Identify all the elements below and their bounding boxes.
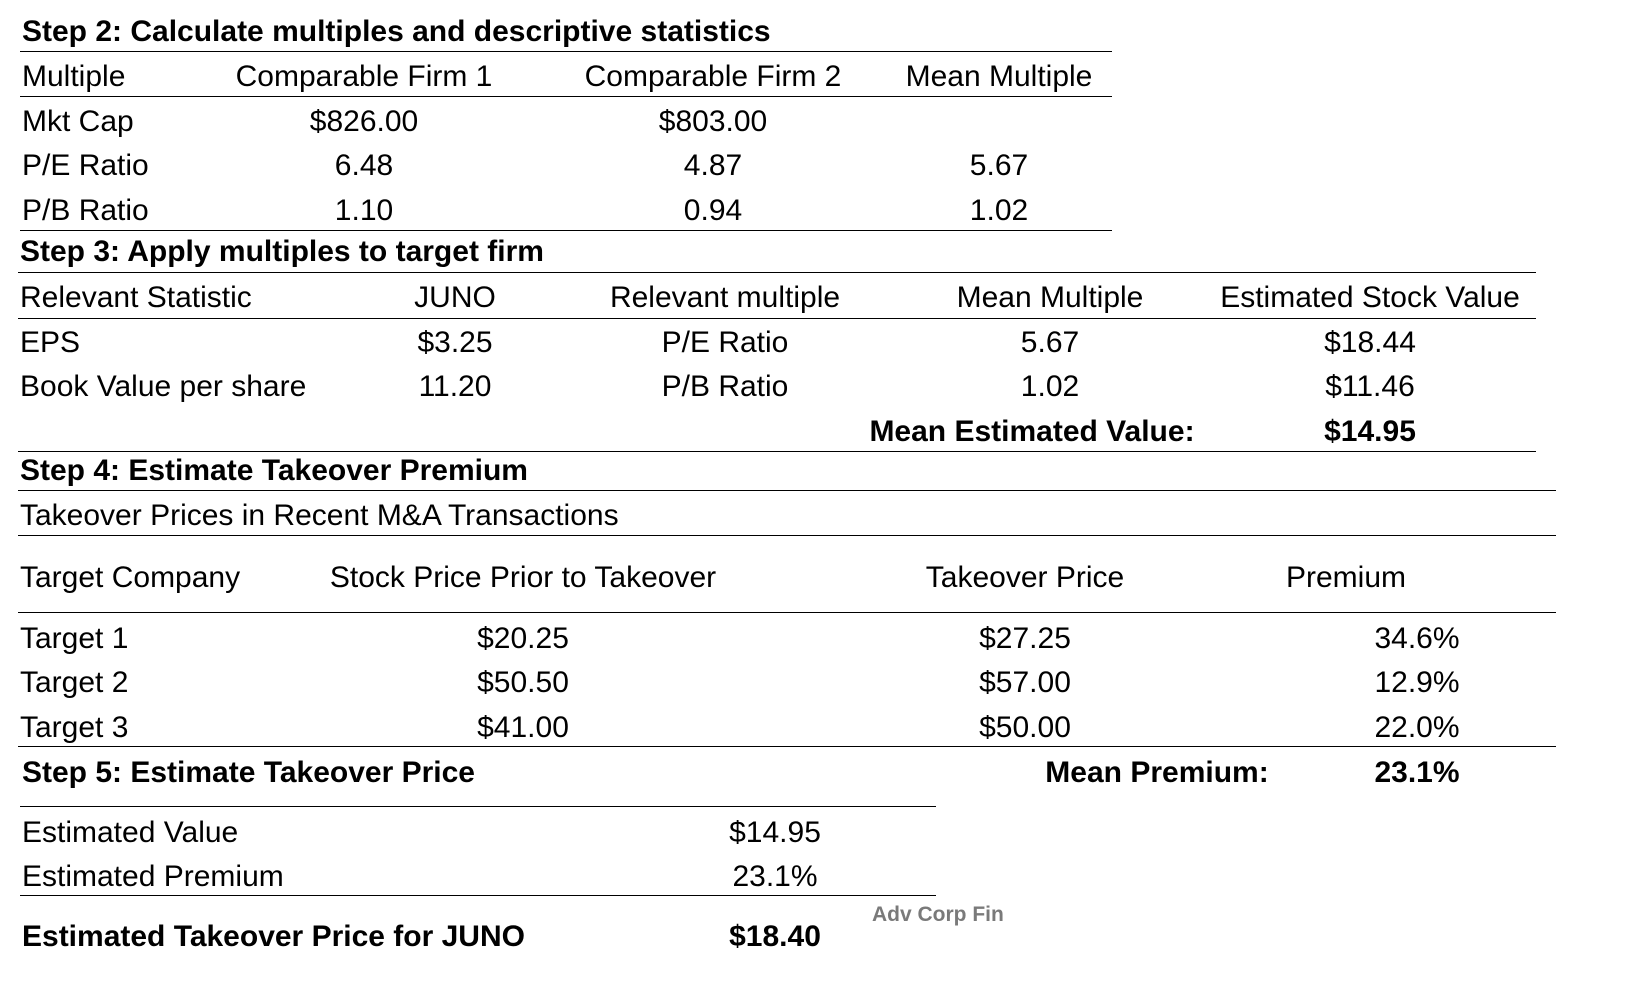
step5-row-label: Estimated Premium — [22, 860, 284, 893]
step5-total-value: $18.40 — [729, 920, 821, 953]
step2-row-label: Mkt Cap — [22, 105, 134, 138]
divider — [18, 746, 1556, 747]
step3-header-statistic: Relevant Statistic — [20, 281, 252, 314]
watermark: Adv Corp Fin — [872, 903, 1004, 926]
step2-header-multiple: Multiple — [22, 60, 126, 93]
step2-cell: $803.00 — [658, 105, 768, 138]
step3-row-label: EPS — [20, 326, 81, 359]
step2-cell: 1.02 — [969, 194, 1029, 227]
step5-cell: $14.95 — [729, 816, 821, 849]
step3-cell: P/E Ratio — [661, 326, 789, 359]
step5-title: Step 5: Estimate Takeover Price — [22, 756, 475, 789]
step3-cell: 1.02 — [1020, 370, 1080, 403]
divider — [18, 490, 1556, 491]
step4-row-label: Target 1 — [20, 622, 129, 655]
step3-header-multiple: Relevant multiple — [609, 281, 841, 314]
step4-cell: $27.25 — [979, 622, 1071, 655]
divider — [18, 451, 1536, 452]
step2-title: Step 2: Calculate multiples and descript… — [22, 15, 771, 48]
step4-row-label: Target 2 — [20, 666, 129, 699]
step3-mean-label: Mean Estimated Value: — [869, 415, 1195, 448]
divider — [20, 230, 1112, 231]
divider — [18, 612, 1556, 613]
step3-cell: 5.67 — [1020, 326, 1080, 359]
step5-row-label: Estimated Value — [22, 816, 239, 849]
divider — [18, 318, 1536, 319]
step3-header-juno: JUNO — [414, 281, 496, 314]
step3-header-estimated: Estimated Stock Value — [1220, 281, 1520, 314]
step5-total-label: Estimated Takeover Price for JUNO — [22, 920, 525, 953]
divider — [18, 272, 1536, 273]
step4-row-label: Target 3 — [20, 711, 129, 744]
step4-header-takeover-price: Takeover Price — [925, 561, 1125, 594]
step4-cell: $57.00 — [979, 666, 1071, 699]
step3-mean-value: $14.95 — [1324, 415, 1416, 448]
step2-cell: 4.87 — [683, 149, 743, 182]
step4-header-premium: Premium — [1285, 561, 1407, 594]
step3-cell: $3.25 — [417, 326, 493, 359]
step3-header-mean: Mean Multiple — [956, 281, 1144, 314]
step4-cell: 34.6% — [1374, 622, 1460, 655]
step4-cell: 22.0% — [1374, 711, 1460, 744]
step4-cell: $41.00 — [477, 711, 569, 744]
step3-cell: P/B Ratio — [661, 370, 789, 403]
step3-cell: $18.44 — [1324, 326, 1416, 359]
step3-cell: 11.20 — [418, 370, 492, 403]
step4-mean-label: Mean Premium: — [1045, 756, 1269, 789]
step4-cell: $50.50 — [477, 666, 569, 699]
divider — [20, 51, 1112, 52]
step4-subtitle: Takeover Prices in Recent M&A Transactio… — [20, 499, 619, 532]
step3-title: Step 3: Apply multiples to target firm — [20, 235, 544, 268]
step4-mean-value: 23.1% — [1374, 756, 1460, 789]
step2-cell: 5.67 — [969, 149, 1029, 182]
step2-cell: 6.48 — [334, 149, 394, 182]
step2-cell: 1.10 — [334, 194, 394, 227]
step2-header-firm2: Comparable Firm 2 — [584, 60, 842, 93]
divider — [18, 535, 1556, 536]
divider — [20, 806, 936, 807]
divider — [20, 96, 1112, 97]
step4-cell: 12.9% — [1374, 666, 1460, 699]
step4-header-prior-price: Stock Price Prior to Takeover — [329, 561, 717, 594]
step3-cell: $11.46 — [1325, 370, 1415, 403]
step2-cell: 0.94 — [683, 194, 743, 227]
step2-row-label: P/E Ratio — [22, 149, 149, 182]
step4-cell: $20.25 — [477, 622, 569, 655]
step3-row-label: Book Value per share — [20, 370, 307, 403]
step2-header-firm1: Comparable Firm 1 — [235, 60, 493, 93]
step4-title: Step 4: Estimate Takeover Premium — [20, 454, 528, 487]
divider — [20, 895, 936, 896]
step2-cell: $826.00 — [309, 105, 419, 138]
step4-header-target: Target Company — [20, 561, 241, 594]
step2-row-label: P/B Ratio — [22, 194, 149, 227]
step4-cell: $50.00 — [979, 711, 1071, 744]
step2-header-mean: Mean Multiple — [905, 60, 1093, 93]
step5-cell: 23.1% — [732, 860, 818, 893]
